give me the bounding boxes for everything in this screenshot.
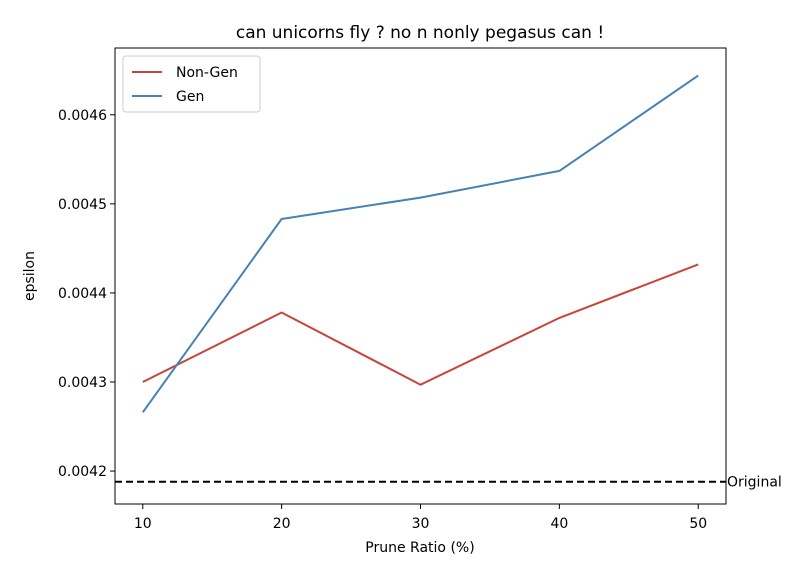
reference-line-group: Original [115,475,782,491]
x-tick-label: 10 [134,516,152,532]
legend-label: Gen [176,89,204,105]
series-line-gen [141,74,699,413]
x-axis: 10 20 30 40 50 [134,504,707,532]
x-tick-label: 40 [550,516,568,532]
chart-title: can unicorns fly ? no n nonly pegasus ca… [236,23,604,43]
series-line-non-gen [142,263,699,386]
legend-label: Non-Gen [176,65,238,81]
y-tick-label: 0.0043 [58,375,107,391]
y-axis-title: epsilon [22,251,38,301]
y-tick-label: 0.0046 [58,108,107,124]
y-tick-label: 0.0044 [58,286,107,302]
reference-line-label: Original [727,475,782,491]
x-axis-title: Prune Ratio (%) [365,540,474,556]
legend: Non-Gen Gen [122,55,261,113]
y-tick-label: 0.0045 [58,197,107,213]
legend-items: Non-Gen Gen [132,65,238,105]
x-tick-label: 50 [689,516,707,532]
y-tick-label: 0.0042 [58,464,107,480]
series-group [141,74,699,413]
legend-box [122,55,261,113]
y-axis: 0.0042 0.0043 0.0044 0.0045 0.0046 [58,108,115,480]
x-tick-label: 30 [412,516,430,532]
x-tick-label: 20 [273,516,291,532]
plot-area-frame [114,47,727,505]
